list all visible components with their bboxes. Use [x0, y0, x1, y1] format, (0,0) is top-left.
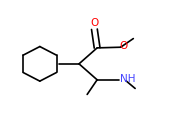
Text: NH: NH: [120, 74, 135, 84]
Text: O: O: [120, 41, 128, 51]
Text: O: O: [90, 18, 98, 28]
